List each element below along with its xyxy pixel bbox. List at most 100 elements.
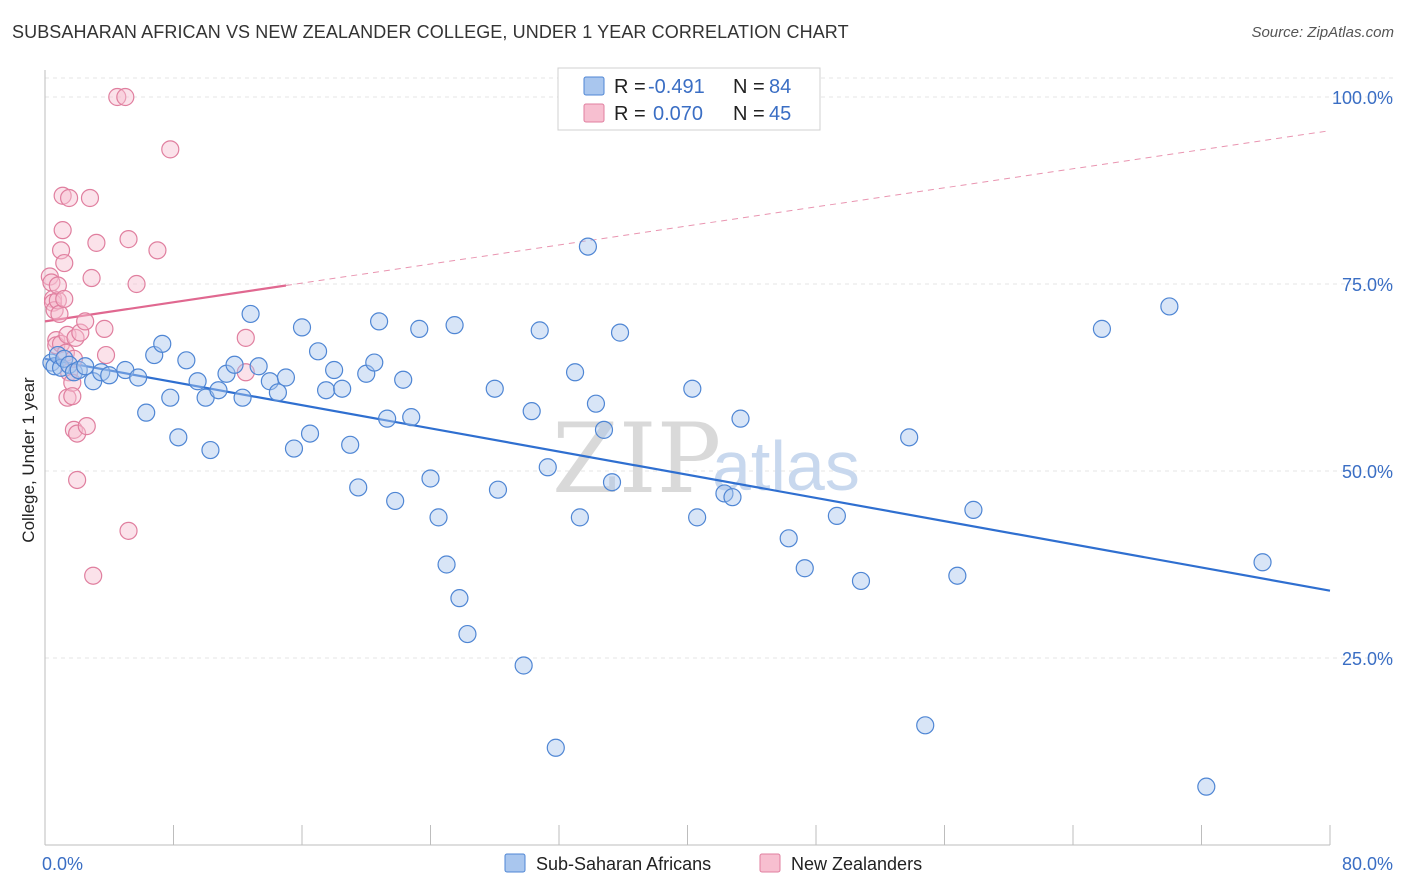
newzealander-point-40 [119,521,138,540]
subsaharan-point-32 [284,439,304,458]
legend-n-label-2: N = [733,103,765,125]
subsaharan-point-84 [1197,777,1216,796]
subsaharan-point-13 [129,368,148,387]
y-tick-label-50: 50.0% [1342,462,1393,482]
watermark-zip: ZIP [552,403,721,515]
subsaharan-point-17 [161,388,180,407]
subsaharan-point-22 [201,440,220,460]
newzealander-point-3 [43,293,63,312]
subsaharan-point-8 [76,357,95,376]
subsaharan-point-42 [365,353,384,372]
subsaharan-point-65 [586,394,606,413]
subsaharan-point-69 [683,379,702,398]
y-tick-label-100: 100.0% [1332,88,1393,108]
newzealander-point-31 [80,188,100,208]
newzealander-point-15 [55,253,74,273]
newzealander-point-44 [236,328,255,347]
legend-r-label-1: R = [614,76,646,98]
subsaharan-point-26 [233,388,252,407]
legend-r-value-1: -0.491 [648,76,705,98]
subsaharan-point-38 [333,379,352,398]
subsaharan-point-6 [64,363,84,382]
newzealander-point-36 [96,345,116,365]
subsaharan-point-76 [827,506,846,525]
subsaharan-point-37 [325,360,344,380]
y-tick-labels: 25.0% 50.0% 75.0% 100.0% [1332,88,1393,669]
legend-n-value-1: 84 [769,76,791,98]
subsaharan-point-70 [688,508,707,527]
subsaharan-point-75 [795,559,814,578]
trend-line-subsaharan [44,357,1331,592]
subsaharan-point-19 [177,351,196,370]
subsaharan-point-14 [137,403,156,422]
subsaharan-point-64 [578,237,598,256]
subsaharan-point-62 [565,363,585,382]
subsaharan-point-18 [169,428,188,447]
chart-title: SUBSAHARAN AFRICAN VS NEW ZEALANDER COLL… [12,22,849,42]
legend-swatch-blue [583,76,605,96]
subsaharan-point-52 [445,316,464,335]
subsaharan-point-81 [964,500,983,519]
newzealander-point-43 [161,140,180,159]
legend-box: R = -0.491 N = 84 R = 0.070 N = 45 [557,67,821,131]
subsaharan-point-1 [45,357,64,376]
subsaharan-point-82 [1092,319,1112,338]
bottom-legend-swatch-pink [759,853,781,873]
subsaharan-point-23 [209,381,228,400]
subsaharan-point-80 [948,566,967,585]
subsaharan-point-45 [386,491,405,511]
axes [44,70,1331,846]
subsaharan-point-50 [429,508,448,527]
subsaharan-point-61 [546,738,565,757]
newzealander-point-38 [116,87,135,107]
newzealander-point-26 [68,470,87,490]
legend-r-value-2: 0.070 [653,103,703,125]
subsaharan-point-63 [570,508,589,527]
newzealander-point-22 [63,387,82,406]
source-label: Source: ZipAtlas.com [1251,24,1394,41]
subsaharan-point-66 [594,420,614,439]
legend-r-label-2: R = [614,103,646,125]
y-tick-label-25: 25.0% [1342,649,1393,669]
legend-n-label-1: N = [733,76,765,98]
subsaharan-point-73 [731,409,750,428]
subsaharan-point-74 [779,529,798,548]
subsaharan-point-44 [378,409,397,428]
legend-n-value-2: 45 [769,103,791,125]
newzealander-point-34 [87,233,106,252]
subsaharan-point-30 [268,383,288,402]
subsaharan-point-58 [522,402,541,421]
subsaharan-point-51 [437,555,456,574]
bottom-legend-label-newzealanders: New Zealanders [791,854,922,874]
subsaharan-point-40 [349,478,368,497]
newzealander-point-35 [95,319,114,338]
newzealander-point-29 [76,312,95,331]
subsaharan-point-72 [723,488,742,507]
newzealander-point-25 [66,328,85,347]
trend-line-newzealanders [44,284,287,323]
newzealander-point-33 [84,566,103,585]
subsaharan-point-60 [538,458,557,477]
trend-line-newzealanders-extended [285,130,1331,286]
subsaharan-point-20 [188,372,207,391]
newzealander-point-41 [127,274,146,294]
y-axis-label: College, Under 1 year [19,377,38,543]
subsaharan-point-78 [900,428,919,447]
subsaharan-point-16 [153,334,172,353]
subsaharan-point-33 [292,318,312,337]
subsaharan-point-31 [276,368,296,387]
y-tick-label-75: 75.0% [1342,275,1393,295]
subsaharan-point-53 [450,589,469,608]
newzealander-point-30 [77,417,96,436]
watermark: ZIP atlas [552,403,860,515]
legend-swatch-pink [583,103,605,123]
subsaharan-point-4 [55,349,74,368]
newzealander-point-19 [59,188,79,208]
subsaharan-point-68 [610,323,630,342]
bottom-legend-label-subsaharan: Sub-Saharan Africans [536,854,711,874]
newzealander-point-42 [148,241,167,260]
newzealander-point-27 [68,424,87,443]
x-tick-label-max: 80.0% [1342,854,1393,874]
data-points [40,87,1272,796]
